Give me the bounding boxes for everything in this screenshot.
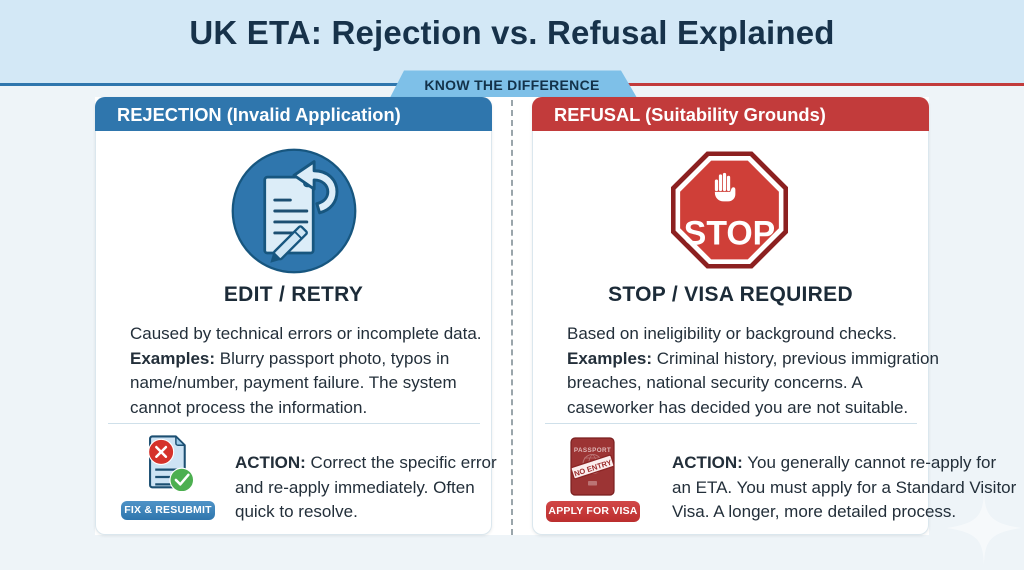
svg-text:PASSPORT: PASSPORT bbox=[574, 447, 611, 454]
svg-text:STOP: STOP bbox=[684, 215, 775, 253]
